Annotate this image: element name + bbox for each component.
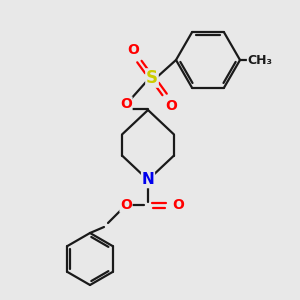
Text: CH₃: CH₃ [248, 53, 272, 67]
Text: O: O [172, 198, 184, 212]
Text: O: O [127, 43, 139, 57]
Text: S: S [146, 69, 158, 87]
Text: N: N [142, 172, 154, 188]
Text: O: O [120, 198, 132, 212]
Text: O: O [165, 99, 177, 113]
Text: O: O [120, 97, 132, 111]
